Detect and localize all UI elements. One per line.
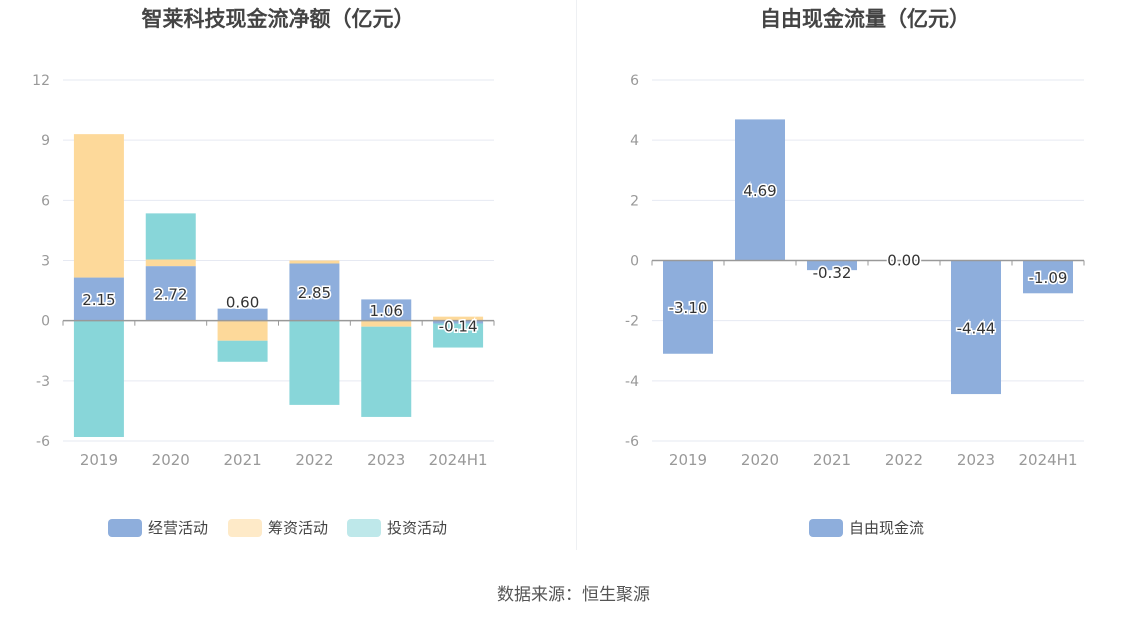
y-tick-label: -3 — [36, 374, 50, 390]
x-tick-label: 2024H1 — [1019, 451, 1078, 469]
bar — [951, 260, 1001, 395]
y-tick-label: 12 — [32, 73, 50, 89]
y-tick-label: -2 — [625, 314, 639, 330]
bar — [1023, 260, 1073, 294]
bar — [217, 320, 268, 341]
y-tick-label: 4 — [630, 133, 639, 149]
bar — [361, 326, 412, 417]
x-tick-label: 2021 — [813, 451, 851, 469]
bar — [433, 316, 484, 321]
charts-canvas: 智莱科技现金流净额（亿元） 12 9 6 3 0 -3 -6 2019 2020 2021 2022 2… — [32, 7, 1085, 537]
legend-label: 投资活动 — [387, 519, 447, 537]
bar — [289, 320, 340, 405]
legend-swatch — [347, 519, 381, 537]
x-tick-label: 2023 — [957, 451, 995, 469]
legend-label: 经营活动 — [148, 519, 208, 537]
chart-title: 自由现金流量（亿元） — [760, 7, 970, 31]
data-label: -1.09 — [1029, 269, 1068, 287]
data-source: 数据来源：恒生聚源 — [497, 585, 650, 605]
y-tick-label: -6 — [625, 434, 639, 450]
y-tick-label: 6 — [41, 193, 50, 209]
data-label: -0.32 — [813, 264, 852, 282]
x-tick-label: 2020 — [741, 451, 779, 469]
data-label: -4.44 — [957, 319, 996, 337]
y-tick-label: 6 — [630, 73, 639, 89]
bar — [145, 259, 196, 267]
data-label: 2.72 — [154, 285, 187, 303]
bar — [73, 277, 124, 321]
legend-swatch — [228, 519, 262, 537]
y-tick-label: 3 — [41, 254, 50, 270]
data-label: -3.10 — [669, 299, 708, 317]
legend-swatch — [108, 519, 142, 537]
data-label: 4.69 — [743, 182, 776, 200]
x-tick-label: 2019 — [669, 451, 707, 469]
legend-swatch — [809, 519, 843, 537]
x-tick-label: 2019 — [80, 451, 118, 469]
legend-label: 筹资活动 — [268, 519, 328, 537]
y-tick-label: -6 — [36, 434, 50, 450]
data-label: 2.15 — [82, 291, 115, 309]
bar — [735, 119, 785, 261]
data-label: 1.06 — [370, 302, 403, 320]
x-tick-label: 2022 — [885, 451, 923, 469]
x-tick-label: 2023 — [367, 451, 405, 469]
x-tick-label: 2024H1 — [429, 451, 488, 469]
bar — [145, 266, 196, 321]
panel-divider — [576, 0, 577, 550]
bar — [361, 320, 412, 327]
legend-label: 自由现金流 — [849, 519, 924, 537]
y-tick-label: -4 — [625, 374, 639, 390]
bar — [289, 263, 340, 321]
y-tick-label: 9 — [41, 133, 50, 149]
x-tick-label: 2021 — [223, 451, 261, 469]
bar — [73, 134, 124, 278]
y-tick-label: 0 — [630, 254, 639, 270]
x-tick-label: 2022 — [295, 451, 333, 469]
bar — [433, 320, 484, 324]
bar — [217, 340, 268, 362]
y-tick-label: 2 — [630, 193, 639, 209]
chart-title: 智莱科技现金流净额（亿元） — [142, 7, 415, 31]
data-label: 2.85 — [298, 284, 331, 302]
data-label: 0.00 — [887, 252, 920, 270]
bar — [289, 260, 340, 264]
y-tick-label: 0 — [41, 314, 50, 330]
bar — [361, 299, 412, 321]
bar — [145, 213, 196, 260]
bar — [807, 260, 857, 271]
x-tick-label: 2020 — [152, 451, 190, 469]
bar — [217, 308, 268, 321]
data-label: -0.14 — [439, 317, 478, 335]
data-label: 0.60 — [226, 294, 259, 312]
bar — [73, 320, 124, 437]
bar — [663, 260, 713, 354]
bar — [433, 323, 484, 348]
